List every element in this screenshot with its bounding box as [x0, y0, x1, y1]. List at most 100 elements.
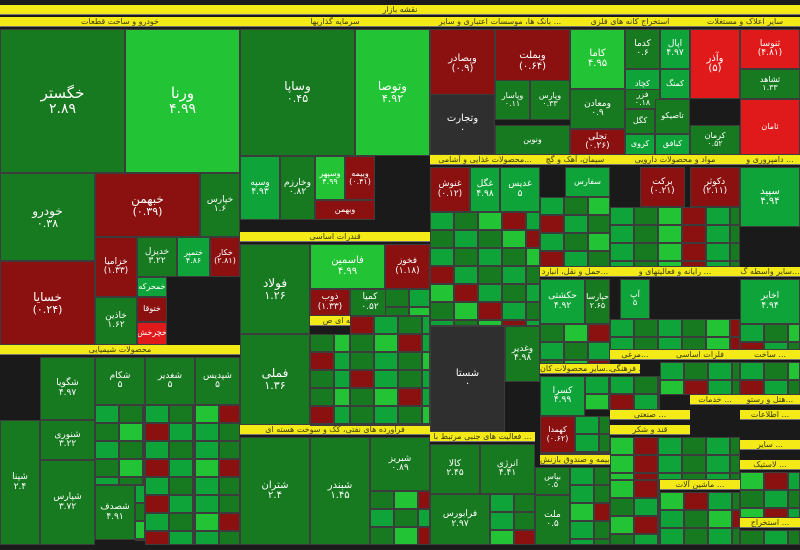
stock-tile[interactable] — [193, 531, 195, 545]
stock-tile[interactable] — [564, 453, 588, 455]
stock-tile[interactable] — [398, 424, 422, 426]
stock-tile[interactable] — [394, 527, 418, 545]
stock-tile[interactable] — [564, 360, 588, 364]
stock-tile[interactable] — [145, 459, 169, 477]
stock-tile[interactable] — [454, 230, 478, 248]
stock-tile[interactable] — [478, 320, 502, 326]
stock-tile[interactable] — [195, 441, 219, 459]
stock-tile[interactable] — [430, 230, 454, 248]
stock-tile[interactable] — [310, 370, 334, 388]
stock-tile[interactable]: ختمپر ۴.۸۶ — [177, 237, 210, 277]
stock-tile[interactable]: خدیزل ۳.۲۲ — [137, 237, 177, 277]
stock-tile[interactable]: خزامیا (۱.۳۳) — [95, 237, 137, 297]
stock-tile[interactable] — [540, 233, 564, 251]
stock-tile[interactable]: خگستر ۲.۸۹ — [0, 29, 125, 173]
stock-tile[interactable] — [634, 534, 658, 545]
stock-tile[interactable] — [398, 388, 422, 406]
stock-tile[interactable] — [145, 441, 169, 459]
stock-tile[interactable]: وبیمه (۰.۴۱) — [345, 156, 375, 200]
stock-tile[interactable] — [310, 406, 334, 424]
stock-tile[interactable] — [422, 334, 430, 352]
stock-tile[interactable] — [514, 512, 535, 530]
stock-tile[interactable] — [95, 477, 119, 485]
stock-tile[interactable]: ونوین — [495, 125, 570, 155]
stock-tile[interactable] — [682, 337, 706, 350]
stock-tile[interactable]: شبندر ۱.۴۵ — [310, 437, 370, 545]
stock-tile[interactable] — [788, 362, 800, 380]
stock-tile[interactable] — [398, 370, 422, 388]
stock-tile[interactable] — [740, 508, 764, 518]
stock-tile[interactable] — [454, 284, 478, 302]
stock-tile[interactable] — [195, 513, 219, 531]
stock-tile[interactable] — [585, 376, 609, 394]
stock-tile[interactable] — [706, 319, 730, 337]
stock-tile[interactable] — [195, 459, 219, 477]
stock-tile[interactable] — [219, 423, 240, 441]
stock-tile[interactable]: وآذر (۵) — [690, 29, 740, 99]
stock-tile[interactable] — [610, 243, 634, 261]
stock-tile[interactable] — [334, 334, 350, 352]
stock-tile[interactable]: حکشتی ۴.۹۲ — [540, 279, 585, 324]
stock-tile[interactable] — [350, 352, 374, 370]
stock-tile[interactable] — [764, 380, 788, 395]
stock-tile[interactable] — [740, 380, 764, 395]
stock-tile[interactable]: غنوش (۰.۱۲) — [430, 167, 470, 212]
stock-tile[interactable] — [740, 472, 764, 490]
stock-tile[interactable] — [540, 251, 564, 267]
stock-tile[interactable] — [526, 302, 540, 320]
stock-tile[interactable]: کروی — [625, 134, 655, 155]
stock-tile[interactable] — [193, 513, 195, 531]
stock-tile[interactable] — [490, 530, 514, 545]
stock-tile[interactable] — [730, 437, 740, 455]
stock-tile[interactable] — [143, 405, 145, 423]
stock-tile[interactable] — [145, 477, 169, 495]
stock-tile[interactable]: شپارس ۳.۷۲ — [40, 460, 95, 545]
stock-tile[interactable] — [514, 494, 535, 512]
stock-tile[interactable] — [385, 307, 409, 316]
stock-tile[interactable] — [145, 423, 169, 441]
stock-tile[interactable] — [135, 503, 145, 521]
stock-tile[interactable]: فاسمین ۴.۹۹ — [310, 244, 385, 289]
stock-tile[interactable] — [454, 212, 478, 230]
stock-tile[interactable] — [788, 530, 800, 545]
stock-tile[interactable] — [684, 380, 708, 395]
stock-tile[interactable] — [490, 494, 514, 512]
stock-tile[interactable] — [374, 406, 398, 424]
stock-tile[interactable] — [95, 405, 119, 423]
stock-tile[interactable] — [540, 360, 564, 364]
stock-tile[interactable] — [610, 261, 634, 267]
stock-tile[interactable] — [658, 473, 682, 480]
stock-tile[interactable] — [634, 225, 658, 243]
stock-tile[interactable]: شغدیر ۵ — [145, 357, 195, 405]
stock-tile[interactable] — [193, 495, 195, 513]
stock-tile[interactable] — [634, 473, 658, 480]
stock-tile[interactable] — [169, 405, 193, 423]
stock-tile[interactable] — [585, 394, 609, 410]
stock-tile[interactable] — [540, 453, 564, 455]
stock-tile[interactable] — [634, 498, 658, 516]
stock-tile[interactable] — [418, 509, 430, 527]
stock-tile[interactable] — [374, 316, 398, 334]
stock-tile[interactable] — [658, 319, 682, 337]
stock-tile[interactable] — [334, 406, 350, 424]
stock-tile[interactable] — [145, 531, 169, 545]
stock-tile[interactable] — [682, 225, 706, 243]
stock-tile[interactable]: ثنوسا (۴.۸۱) — [740, 29, 800, 69]
stock-tile[interactable] — [564, 197, 588, 215]
stock-tile[interactable] — [764, 530, 788, 545]
stock-tile[interactable]: تجلی (۰.۲۶) — [570, 129, 625, 155]
stock-tile[interactable] — [634, 319, 658, 337]
stock-tile[interactable]: وبصادر (۰.۹) — [430, 29, 495, 99]
stock-tile[interactable] — [219, 405, 240, 423]
stock-tile[interactable] — [490, 512, 514, 530]
stock-tile[interactable] — [660, 362, 684, 380]
stock-tile[interactable] — [219, 495, 240, 513]
stock-tile[interactable]: کهمدا (۰.۶۲) — [540, 416, 575, 453]
stock-tile[interactable] — [588, 324, 610, 342]
stock-tile[interactable]: خکار (۲.۸۱) — [210, 237, 240, 277]
stock-tile[interactable]: کالا ۲.۴۵ — [430, 444, 480, 494]
stock-tile[interactable] — [526, 230, 540, 248]
stock-tile[interactable]: آپ ۵ — [620, 279, 650, 319]
stock-tile[interactable] — [732, 362, 740, 380]
stock-tile[interactable] — [599, 416, 610, 434]
